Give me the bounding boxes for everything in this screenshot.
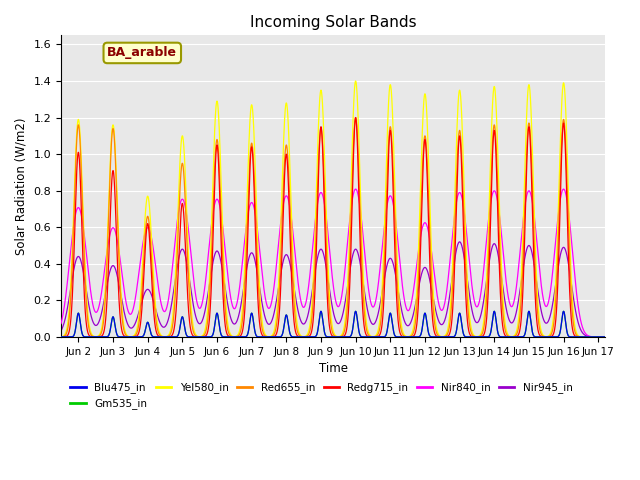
Text: BA_arable: BA_arable (108, 47, 177, 60)
Y-axis label: Solar Radiation (W/m2): Solar Radiation (W/m2) (15, 117, 28, 255)
X-axis label: Time: Time (319, 362, 348, 375)
Legend: Blu475_in, Gm535_in, Yel580_in, Red655_in, Redg715_in, Nir840_in, Nir945_in: Blu475_in, Gm535_in, Yel580_in, Red655_i… (66, 378, 577, 414)
Title: Incoming Solar Bands: Incoming Solar Bands (250, 15, 417, 30)
